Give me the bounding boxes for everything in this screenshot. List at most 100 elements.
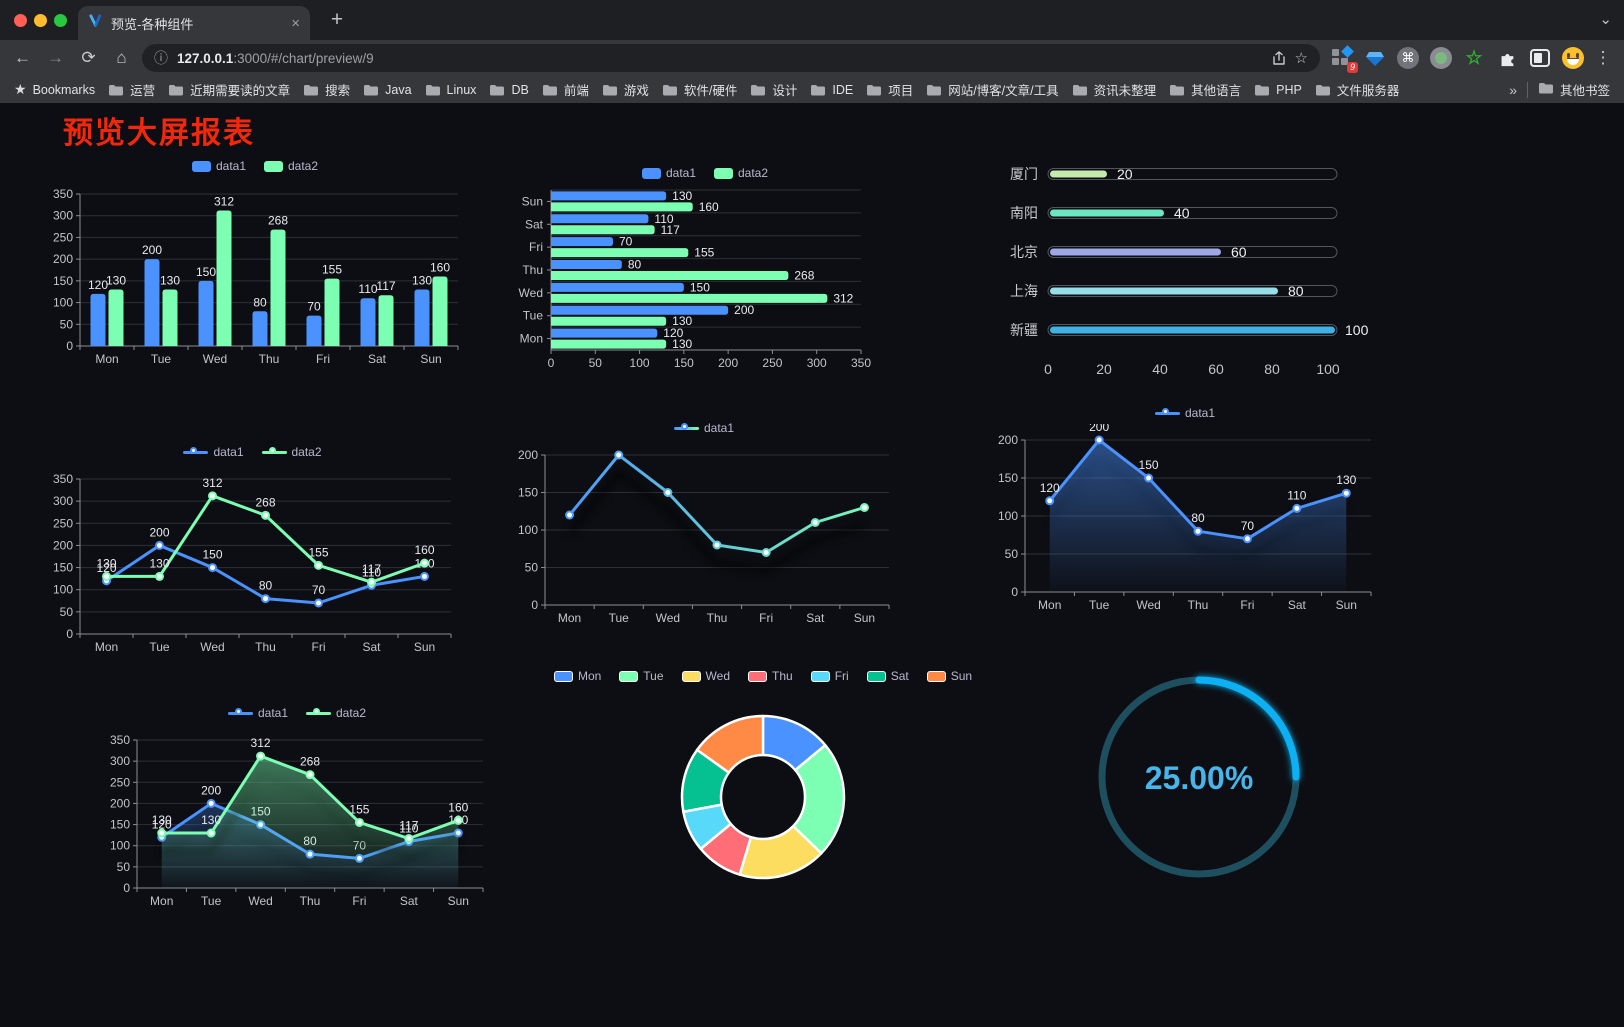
chart-line-two-series[interactable]: data1 data2 0 50 100 150 200 250 300 350 Mon Tue We…: [40, 441, 465, 665]
chart-line-gradient[interactable]: data1 0 50 100 150 200 Mon Tue Wed Thu Fri Sat Sun: [505, 417, 903, 636]
svg-text:0: 0: [548, 356, 555, 370]
legend-item[interactable]: Fri: [810, 669, 849, 683]
svg-text:南阳: 南阳: [1010, 205, 1038, 221]
browser-menu-icon[interactable]: ⋮: [1594, 48, 1612, 67]
bookmark-folder[interactable]: DB: [489, 80, 529, 99]
extension-star-icon[interactable]: ☆: [1465, 47, 1483, 69]
bookmarks-root[interactable]: ★ Bookmarks: [14, 81, 95, 98]
legend-item[interactable]: data1: [1154, 406, 1215, 420]
new-tab-button[interactable]: +: [330, 8, 344, 31]
extension-grid-diamond-icon[interactable]: 9: [1330, 45, 1358, 73]
extension-gem-icon[interactable]: [1363, 46, 1387, 70]
svg-text:Thu: Thu: [300, 894, 321, 908]
legend-item[interactable]: Sun: [926, 669, 972, 683]
bookmark-folder[interactable]: 近期需要读的文章: [168, 80, 290, 99]
svg-text:20: 20: [1117, 166, 1133, 182]
bookmark-folder[interactable]: 运营: [108, 80, 155, 99]
bookmark-folder[interactable]: IDE: [810, 80, 853, 99]
chart-plot[interactable]: 0 50 100 150 200 Mon Tue Wed Thu Fri Sat Sun 120 200 1…: [985, 420, 1385, 623]
bookmark-folder[interactable]: 文件服务器: [1315, 80, 1399, 99]
site-info-icon[interactable]: ⓘ: [154, 50, 168, 66]
chart-bar-horizontal[interactable]: data1 data2 0 50 100 150 200 250 300 350 Sun 130 16…: [505, 162, 905, 383]
chart-plot[interactable]: [558, 687, 968, 904]
tab-search-chevron-icon[interactable]: ⌄: [1599, 11, 1612, 28]
extension-command-icon[interactable]: ⌘: [1396, 46, 1420, 70]
bookmark-folder[interactable]: 资讯未整理: [1072, 80, 1156, 99]
legend-item[interactable]: data1: [227, 706, 288, 720]
tab-close-icon[interactable]: ×: [291, 14, 300, 32]
legend-marker: [681, 670, 701, 682]
maximize-window-button[interactable]: [54, 14, 67, 27]
chart-plot[interactable]: 0 50 100 150 200 250 300 350 Mon Tue Wed Thu Fri Sat S…: [40, 463, 465, 665]
chart-donut[interactable]: Mon Tue Wed Thu Fri Sat Sun: [553, 665, 972, 904]
bookmarks-overflow-icon[interactable]: »: [1509, 81, 1517, 98]
legend-item[interactable]: data2: [264, 159, 318, 173]
chart-line-area[interactable]: data1 0 50 100 150 200 Mon Tue Wed Thu Fri Sat Sun 1…: [985, 402, 1385, 623]
bookmark-folder[interactable]: 项目: [866, 80, 913, 99]
legend-item[interactable]: Mon: [553, 669, 601, 683]
legend-item[interactable]: data1: [183, 445, 244, 459]
svg-text:350: 350: [110, 733, 130, 747]
chart-plot[interactable]: 25.00%: [1092, 670, 1306, 889]
split-screen-icon[interactable]: [1528, 46, 1552, 70]
svg-text:Sun: Sun: [522, 194, 543, 208]
legend-item[interactable]: Sat: [866, 669, 909, 683]
legend-item[interactable]: data1: [673, 421, 734, 435]
chart-legend: data1 data2: [505, 162, 905, 184]
bookmark-folder[interactable]: Linux: [425, 80, 476, 99]
bookmark-folder[interactable]: 搜索: [303, 80, 350, 99]
home-icon[interactable]: ⌂: [116, 48, 127, 67]
back-icon[interactable]: ←: [14, 48, 31, 67]
extension-puzzle-icon[interactable]: [1495, 46, 1519, 70]
bookmark-folder[interactable]: 游戏: [602, 80, 649, 99]
svg-text:160: 160: [430, 261, 450, 275]
svg-text:Tue: Tue: [149, 640, 170, 654]
chart-gauge[interactable]: 25.00%: [1092, 670, 1306, 889]
other-bookmarks-folder[interactable]: 其他书签: [1538, 80, 1610, 99]
bookmark-folder[interactable]: 网站/博客/文章/工具: [926, 80, 1059, 99]
close-window-button[interactable]: [14, 14, 27, 27]
extension-record-icon[interactable]: [1429, 46, 1453, 70]
chart-plot[interactable]: 0 50 100 150 200 250 300 350 Mon Tue Wed Thu Fri Sat S…: [97, 724, 497, 919]
svg-text:150: 150: [998, 471, 1018, 485]
chart-plot[interactable]: 0 50 100 150 200 Mon Tue Wed Thu Fri Sat Sun: [505, 439, 903, 636]
bookmark-folder[interactable]: 其他语言: [1169, 80, 1241, 99]
legend-item[interactable]: Wed: [681, 669, 730, 683]
chart-line-two-series-area[interactable]: data1 data2 0 50 100 150 200 250 300 350 Mon Tue We…: [97, 702, 497, 919]
forward-icon[interactable]: →: [47, 48, 64, 67]
address-bar[interactable]: ⓘ 127.0.0.1:3000/#/chart/preview/9 ☆: [142, 44, 1320, 72]
legend-item[interactable]: Thu: [748, 669, 793, 683]
reload-icon[interactable]: ⟳: [81, 48, 96, 67]
legend-item[interactable]: Tue: [619, 669, 664, 683]
bookmark-star-icon[interactable]: ☆: [1294, 50, 1308, 67]
bookmark-folder[interactable]: 前端: [542, 80, 589, 99]
minimize-window-button[interactable]: [34, 14, 47, 27]
bookmark-folder[interactable]: 设计: [750, 80, 797, 99]
chart-plot[interactable]: 0 50 100 150 200 250 300 350 Mon Tue Wed Thu Fri Sat S…: [40, 177, 470, 377]
chart-progress-bars[interactable]: 厦门 20 南阳 40 北京 60 上海 80 新疆 100 0 20 40 60 80 100: [960, 150, 1390, 395]
url-text[interactable]: 127.0.0.1:3000/#/chart/preview/9: [177, 51, 1263, 66]
legend-item[interactable]: data2: [306, 706, 366, 720]
legend-item[interactable]: data1: [641, 166, 696, 180]
svg-text:155: 155: [322, 263, 342, 277]
svg-text:268: 268: [268, 214, 288, 228]
svg-text:Wed: Wed: [1136, 598, 1160, 612]
chart-plot[interactable]: 0 50 100 150 200 250 300 350 Sun 130 160 Sat 110 117 F…: [505, 184, 905, 383]
bookmark-folder-label: 运营: [130, 84, 156, 98]
legend-item[interactable]: data1: [191, 159, 246, 173]
legend-item[interactable]: data2: [714, 166, 768, 180]
svg-text:0: 0: [531, 598, 538, 612]
share-icon[interactable]: [1272, 50, 1286, 66]
chart-plot[interactable]: 厦门 20 南阳 40 北京 60 上海 80 新疆 100 0 20 40 60 80 100: [960, 150, 1390, 395]
svg-text:160: 160: [414, 543, 434, 557]
window-controls[interactable]: [14, 14, 67, 27]
browser-tab[interactable]: 预览-各种组件 ×: [78, 6, 310, 40]
bookmark-folder[interactable]: 软件/硬件: [662, 80, 737, 99]
emoji-extension-icon[interactable]: [1561, 46, 1585, 70]
legend-item[interactable]: data2: [261, 445, 322, 459]
svg-text:60: 60: [1231, 244, 1247, 260]
svg-text:155: 155: [308, 545, 328, 559]
bookmark-folder[interactable]: Java: [363, 80, 412, 99]
bookmark-folder[interactable]: PHP: [1254, 80, 1302, 99]
chart-bar-vertical[interactable]: data1 data2 0 50 100 150 200 250 300 350 Mon Tue We…: [40, 155, 470, 377]
